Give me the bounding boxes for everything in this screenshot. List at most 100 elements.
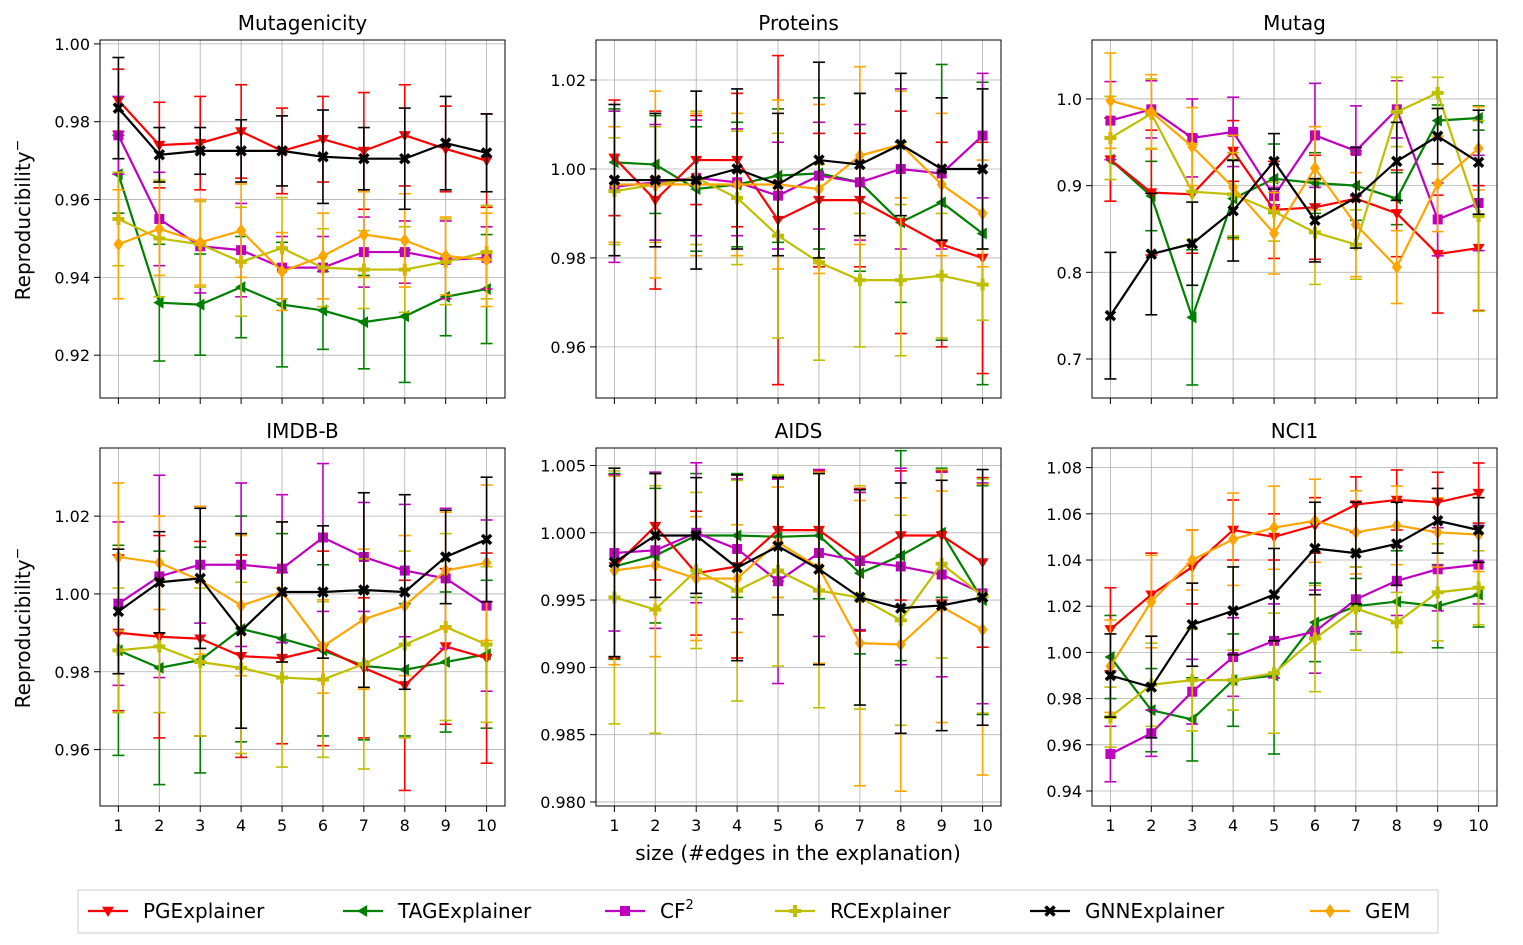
data-point: [153, 576, 166, 588]
series-tagexplainer: [608, 63, 989, 386]
plot-area: [1104, 462, 1485, 783]
legend-marker: [789, 905, 801, 917]
series-line: [1109, 116, 1479, 321]
data-point: [1186, 713, 1197, 726]
legend-marker: [1325, 904, 1335, 918]
y-tick-label: 0.96: [54, 191, 90, 210]
x-tick-label: 4: [236, 816, 246, 835]
y-tick-label: 1.00: [54, 35, 90, 54]
data-point: [358, 152, 370, 165]
data-point: [1186, 237, 1198, 250]
data-point: [976, 591, 989, 604]
data-point: [853, 274, 866, 287]
legend-marker: [357, 905, 368, 917]
series-line: [613, 534, 983, 610]
axes-frame: [99, 447, 506, 807]
y-tick-label: 1.02: [550, 71, 586, 90]
data-point: [481, 252, 492, 267]
series-pgexplainer: [112, 68, 493, 211]
data-point: [154, 221, 165, 236]
series-line: [1109, 149, 1479, 256]
series-tagexplainer: [608, 449, 989, 716]
x-tick-label: 9: [441, 816, 451, 835]
data-point: [853, 567, 865, 580]
subplot-mutagenicity: 0.92 0.94 0.96 0.98 1.00 Mutagenicity: [54, 11, 506, 404]
y-tick-label: 1.02: [54, 507, 90, 526]
data-point: [1472, 581, 1485, 594]
data-point: [772, 169, 783, 182]
subplot-proteins: 0.96 0.98 1.00 1.02 Proteins: [550, 11, 1002, 404]
data-point: [1146, 104, 1157, 119]
data-point: [1431, 86, 1444, 99]
series-gem: [112, 181, 493, 312]
series-line: [1109, 563, 1479, 756]
data-point: [813, 154, 825, 166]
plot-area: [112, 462, 493, 792]
data-point: [194, 145, 206, 157]
data-point: [1431, 130, 1444, 142]
series-line: [1109, 586, 1479, 718]
data-point: [1472, 156, 1485, 168]
data-point: [1269, 226, 1280, 241]
series-line: [1109, 91, 1480, 246]
data-point: [1349, 602, 1362, 615]
data-point: [1104, 309, 1117, 322]
series-line: [1110, 99, 1480, 270]
y-tick-label: 1.00: [54, 585, 90, 604]
subplot-title: Mutag: [1263, 11, 1326, 35]
y-tick-label: 0.7: [1057, 350, 1082, 369]
data-point: [1268, 588, 1280, 601]
series-gem: [1104, 52, 1485, 305]
y-tick-label: 0.980: [540, 793, 586, 812]
data-point: [1268, 667, 1281, 680]
series-line: [614, 143, 984, 215]
x-tick-label: 1: [1105, 816, 1115, 835]
series-gnnexplainer: [608, 467, 989, 735]
x-tick-label: 10: [1468, 816, 1488, 835]
subplot-title: NCI1: [1271, 419, 1319, 443]
data-point: [1186, 674, 1199, 687]
data-point: [357, 316, 369, 329]
data-point: [112, 605, 125, 618]
data-point: [1268, 155, 1280, 168]
series-gnnexplainer: [608, 61, 989, 270]
series-line: [117, 536, 488, 607]
legend-entry-gem: GEM: [1310, 899, 1410, 923]
x-tick-label: 2: [650, 816, 660, 835]
data-point: [194, 298, 205, 311]
y-tick-label: 1.00: [550, 160, 586, 179]
series-cf2: [1104, 79, 1485, 257]
data-point: [153, 661, 164, 674]
series-cf2: [608, 72, 989, 264]
data-point: [894, 549, 905, 562]
y-tick-label: 0.990: [540, 658, 586, 677]
series-rcexplainer: [608, 468, 989, 735]
x-tick-label: 6: [814, 816, 824, 835]
data-point: [1227, 605, 1239, 617]
subplot-title: Proteins: [758, 11, 839, 35]
x-tick-label: 7: [855, 816, 865, 835]
plot-area: [608, 449, 989, 792]
series-line: [117, 99, 487, 162]
y-tick-label: 1.04: [1046, 551, 1082, 570]
legend-label: CF2: [660, 898, 694, 923]
y-tick-label: 0.8: [1057, 263, 1082, 282]
data-point: [1105, 93, 1116, 108]
data-point: [731, 562, 743, 574]
data-point: [1391, 155, 1403, 168]
axes-frame: [99, 39, 506, 399]
y-tick-label: 1.005: [540, 456, 586, 475]
data-point: [1431, 515, 1444, 527]
data-point: [976, 227, 987, 240]
x-tick-label: 2: [1146, 816, 1156, 835]
series-line: [614, 531, 984, 595]
data-point: [894, 274, 907, 287]
y-tick-label: 1.00: [1046, 643, 1082, 662]
data-point: [480, 533, 493, 546]
y-tick-label: 1.08: [1046, 459, 1082, 478]
x-tick-label: 1: [609, 816, 619, 835]
subplot-aids: 0.980 0.985 0.990 0.995 1.000 1.005 1 2 3 4 5 6 7 8 9 1…: [540, 419, 1002, 835]
data-point: [608, 556, 621, 569]
legend-frame: [77, 889, 1439, 934]
data-point: [439, 551, 452, 563]
